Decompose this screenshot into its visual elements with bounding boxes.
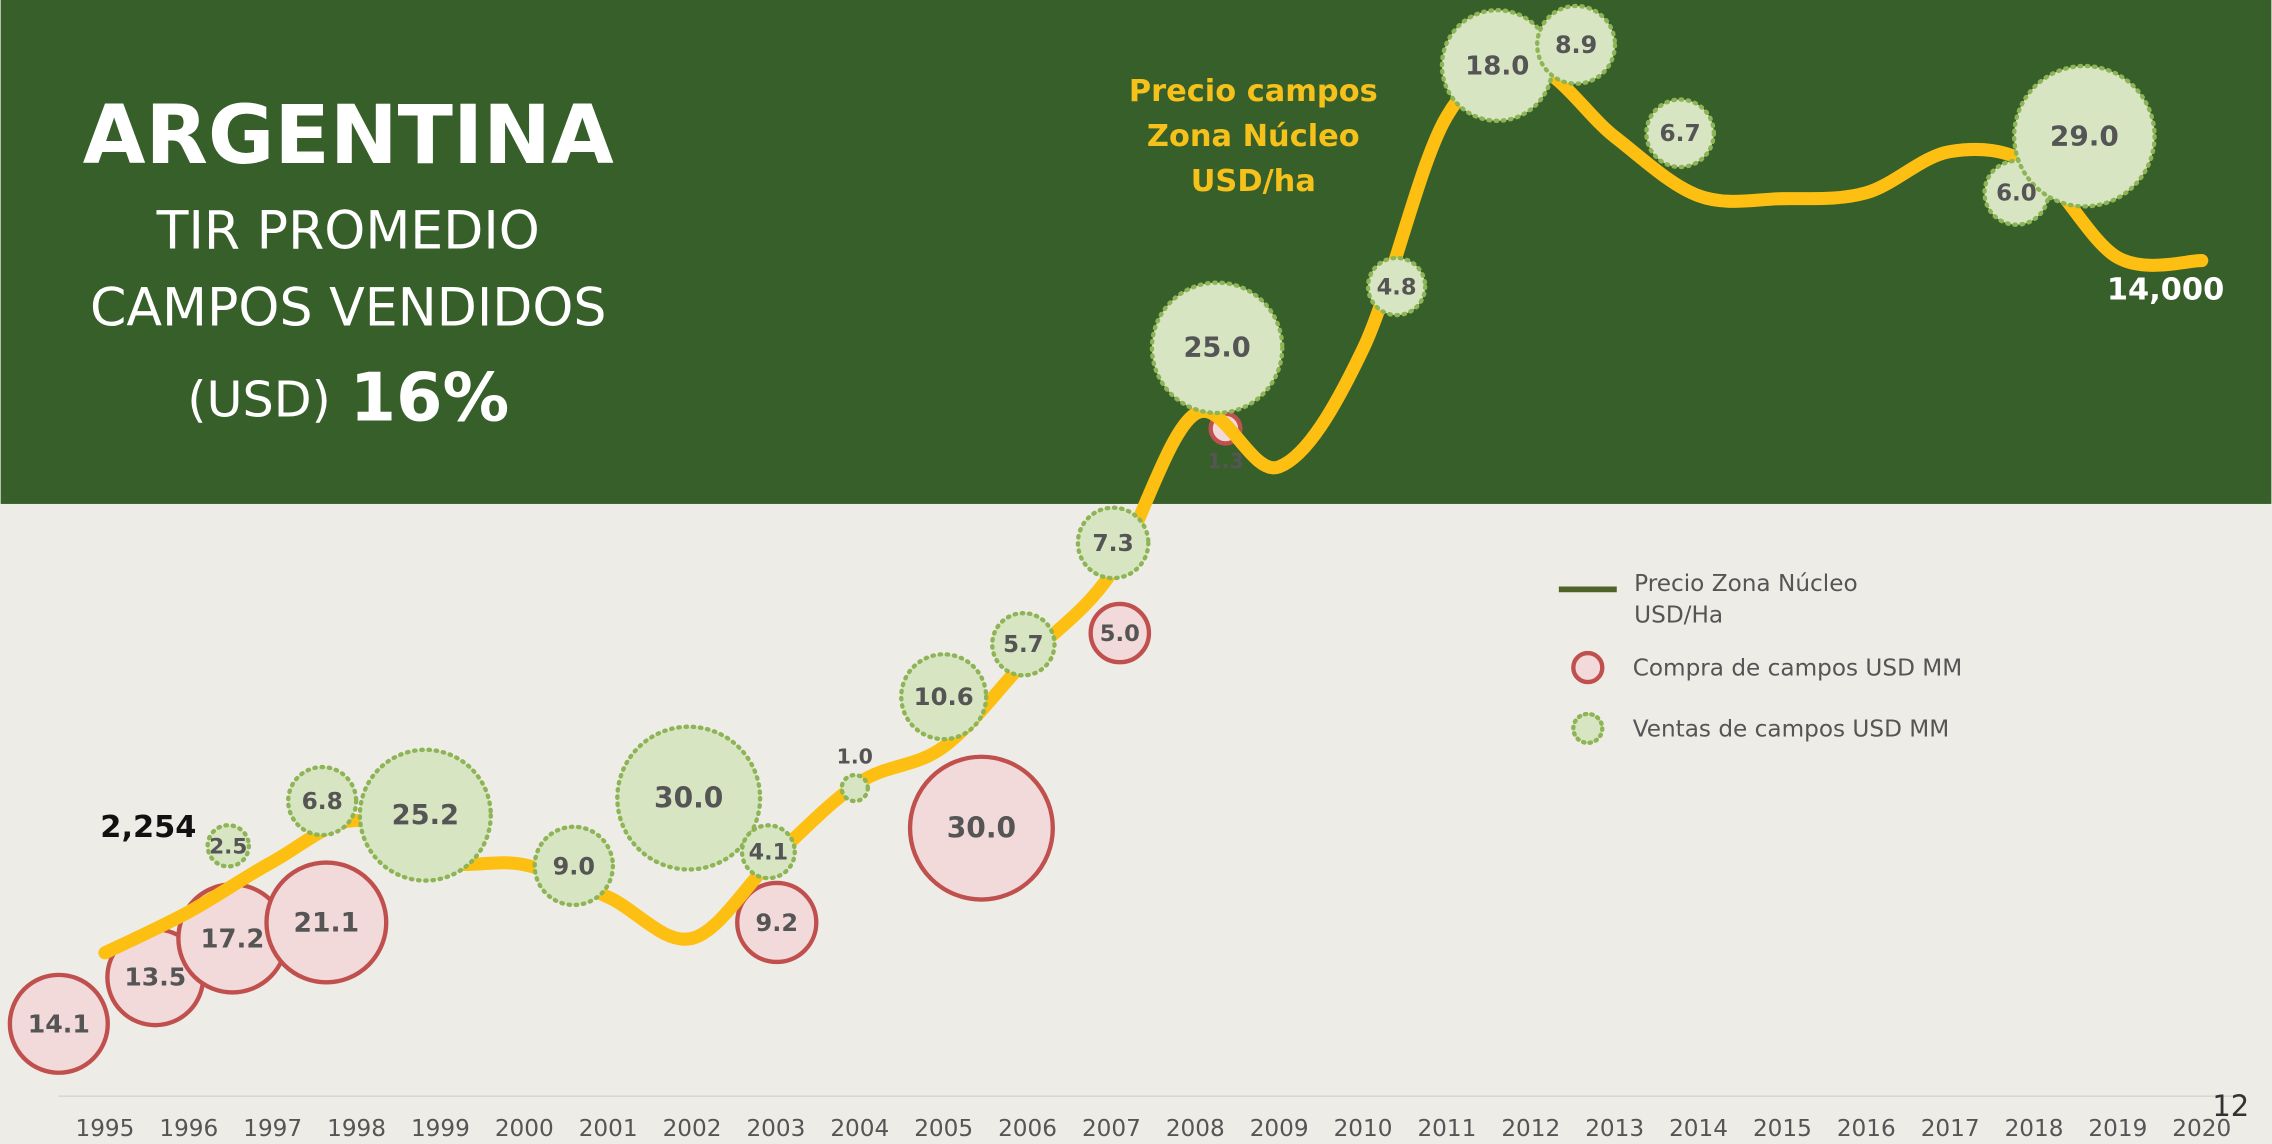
legend-text: Precio Zona Núcleo USD/Ha [1634,569,1858,629]
x-tick-label: 1998 [327,1116,386,1142]
bubble-label: 29.0 [2050,120,2119,153]
x-tick-label: 2009 [1250,1116,1309,1142]
bubble-label: 6.7 [1660,120,1701,147]
bubble-label: 25.0 [1183,333,1250,364]
bubble-label: 7.3 [1092,529,1133,557]
bubble [990,610,1057,678]
bubble-label: 30.0 [654,782,723,815]
bubble-label: 5.7 [1003,632,1044,658]
bubble-label: 2.5 [209,834,247,859]
x-tick-label: 2007 [1082,1116,1141,1142]
bubble-label: 25.2 [392,800,459,831]
price-line [98,58,2209,960]
x-tick-label: 2005 [914,1116,973,1142]
legend-swatch [1571,711,1605,746]
bubble-label: 10.6 [914,682,974,711]
bubble-label: 21.1 [294,907,360,938]
x-tick-label: 2013 [1585,1116,1644,1142]
tir-line: (USD) 16% [187,359,509,437]
x-tick-label: 2016 [1837,1116,1896,1142]
x-tick-label: 2004 [830,1116,889,1142]
bubble [839,772,870,804]
bubble-label: 14.1 [28,1009,90,1038]
bubble-label: 18.0 [1465,51,1529,81]
x-tick-label: 2020 [2172,1116,2231,1142]
x-tick-label: 2002 [663,1116,722,1142]
x-tick-label: 1999 [411,1116,470,1142]
bubble-label: 5.0 [1100,621,1140,647]
x-tick-label: 1996 [159,1116,218,1142]
annotation: Zona Núcleo [1147,119,1360,154]
plot-front: 1995 1996 1997 1998 1999 2000 2001 2002 2003 2004… [28,31,2231,1142]
legend-text: Compra de campos USD MM [1633,656,1963,682]
page-number: 12 [2212,1089,2249,1123]
bubble [264,860,389,985]
bubble [735,880,819,965]
x-tick-label: 2015 [1753,1116,1812,1142]
bubble [532,824,616,908]
x-tick-label: 2003 [746,1116,805,1142]
bubble-label: 6.8 [302,788,343,815]
legend-text: Ventas de campos USD MM [1633,716,1950,742]
x-tick-label: 2000 [495,1116,554,1142]
x-tick-label: 1995 [75,1116,134,1142]
x-tick-label: 2006 [998,1116,1057,1142]
annotation: USD/ha [1191,164,1316,199]
bubble [2012,63,2157,209]
bubble [1365,255,1428,318]
bubble [205,823,252,869]
x-tick-label: 1997 [243,1116,302,1142]
bubble-label: 4.8 [1377,274,1417,300]
bubble-label: 9.2 [756,909,798,937]
bubble [1088,601,1152,665]
legend-entry: Precio Zona Núcleo USD/Ha [1634,569,1858,629]
x-tick-label: 2012 [1501,1116,1560,1142]
tir-unit: (USD) [187,370,331,428]
bubble-label: 1.3 [1207,449,1244,473]
line-value-label: 2,254 [100,810,196,845]
bubble-label: 17.2 [201,924,265,954]
subtitle-line: TIR PROMEDIO [156,202,540,262]
plot-back [7,3,2209,1075]
subtitle-line: CAMPOS VENDIDOS [90,278,607,338]
chart-title: ARGENTINA [83,89,614,183]
bubble-label: 6.0 [1996,181,2037,207]
bubble-label: 30.0 [947,812,1016,845]
bubble-label: 13.5 [124,963,186,992]
bubble [1644,97,1716,170]
header-band [0,0,2272,504]
bubble [1075,505,1151,581]
bubble-label: 4.1 [749,840,788,866]
bubble-label: 1.0 [837,745,873,769]
bubble [739,823,797,881]
bubble [1535,3,1618,86]
x-tick-label: 2017 [1921,1116,1980,1142]
x-tick-label: 2018 [2005,1116,2064,1142]
bubble-label: 8.9 [1555,31,1597,59]
x-tick-label: 2019 [2088,1116,2147,1142]
bubble [1149,280,1285,416]
x-tick-label: 2010 [1334,1116,1393,1142]
legend-swatch [1571,650,1605,685]
bubble [357,747,493,883]
bubble-label: 9.0 [553,852,595,880]
bubble [7,972,110,1075]
bubble [907,754,1055,902]
x-tick-label: 2008 [1166,1116,1225,1142]
x-tick-label: 2001 [579,1116,638,1142]
tir-value: 16% [350,359,509,437]
bubble [899,652,989,742]
line-value-label: 14,000 [2107,272,2224,307]
annotation: Precio campos [1129,74,1378,109]
x-tick-label: 2011 [1417,1116,1476,1142]
x-tick-label: 2014 [1669,1116,1728,1142]
bubble [286,764,359,838]
bubble [615,724,763,872]
